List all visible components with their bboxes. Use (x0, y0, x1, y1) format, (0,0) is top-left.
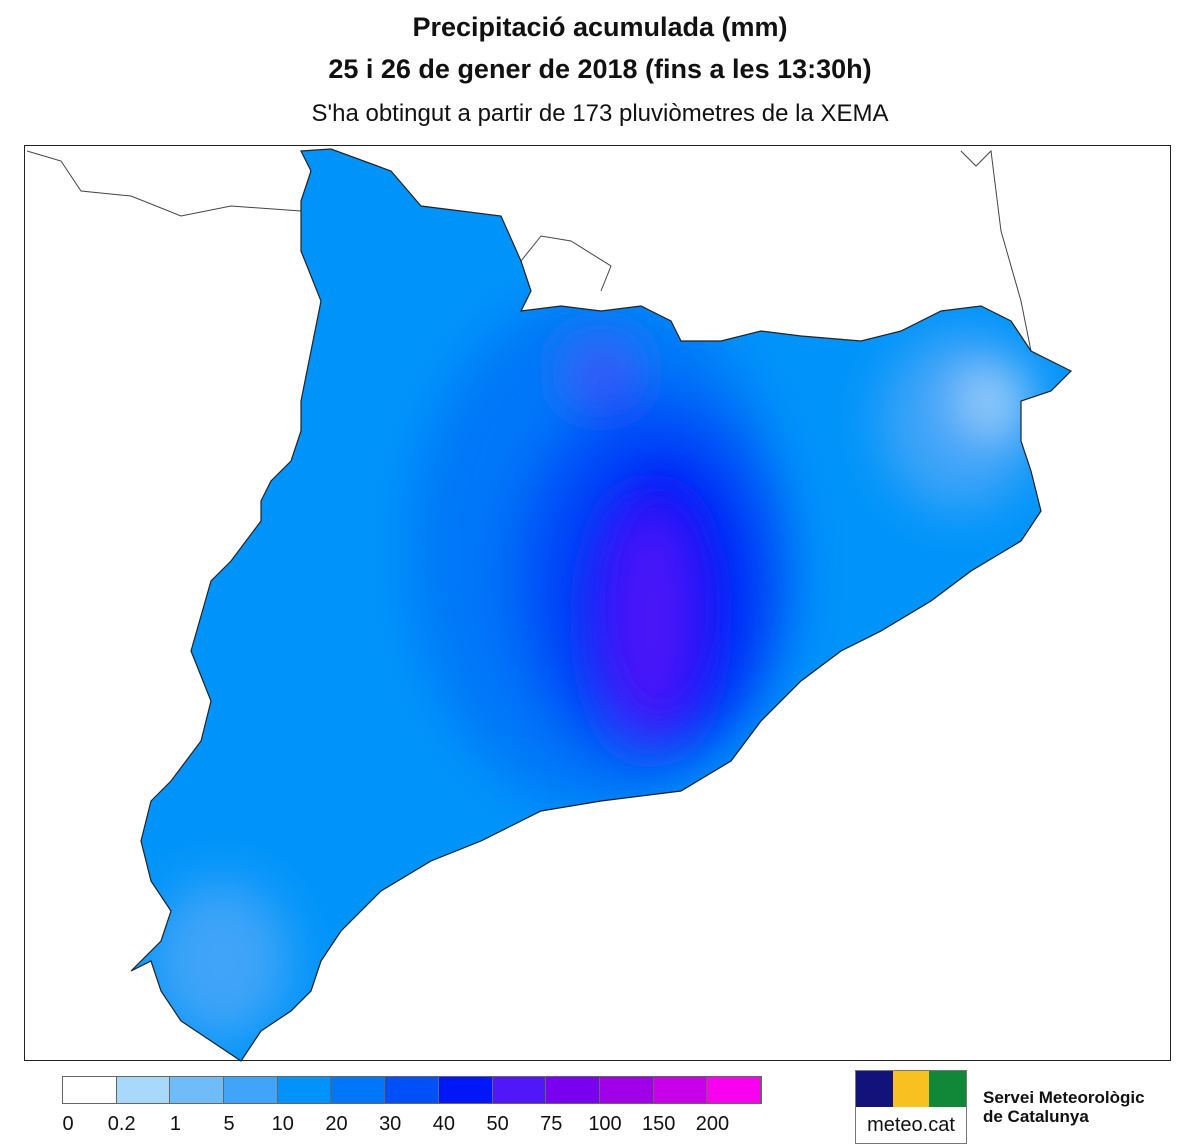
legend-label: 40 (432, 1113, 456, 1135)
legend-label: 200 (695, 1113, 730, 1135)
legend-swatch (277, 1077, 332, 1103)
catalonia-map-svg (26, 148, 1072, 1062)
legend-swatch (385, 1077, 439, 1103)
border-lines (26, 149, 1032, 352)
legend-label: 0 (62, 1113, 74, 1135)
logo-text: meteo.cat (867, 1114, 955, 1136)
legend-label: 100 (588, 1113, 622, 1135)
legend-swatch (170, 1077, 225, 1103)
color-legend (62, 1076, 762, 1104)
legend-label: 30 (379, 1113, 402, 1135)
legend-swatch (653, 1077, 708, 1103)
legend-swatch (492, 1077, 547, 1103)
legend-swatch (63, 1077, 117, 1103)
legend-label: 0.2 (107, 1113, 136, 1135)
meteocat-logo: meteo.cat (855, 1070, 967, 1144)
legend-label: 1 (169, 1113, 181, 1135)
legend-label: 5 (223, 1113, 235, 1135)
legend-swatch (438, 1077, 493, 1103)
legend-swatch (546, 1077, 600, 1103)
legend-swatch (331, 1077, 386, 1103)
map-note: S'ha obtingut a partir de 173 pluviòmetr… (311, 100, 889, 127)
legend-label: 10 (271, 1113, 294, 1135)
precipitation-map (24, 145, 1171, 1062)
org-line2: de Catalunya (983, 1107, 1089, 1126)
map-title: Precipitació acumulada (mm) (412, 12, 788, 42)
org-line1: Servei Meteorològic (983, 1088, 1145, 1107)
legend-swatch (707, 1077, 761, 1103)
legend-label: 150 (642, 1113, 676, 1135)
legend-label: 50 (486, 1113, 509, 1135)
legend-swatch (599, 1077, 654, 1103)
legend-swatch (116, 1077, 171, 1103)
legend-label: 75 (540, 1113, 563, 1135)
organization-name: Servei Meteorològic de Catalunya (983, 1088, 1145, 1126)
precipitation-field (131, 149, 1071, 1061)
legend-label: 20 (325, 1113, 348, 1135)
legend-swatch (224, 1077, 278, 1103)
map-subtitle: 25 i 26 de gener de 2018 (fins a les 13:… (328, 54, 872, 84)
